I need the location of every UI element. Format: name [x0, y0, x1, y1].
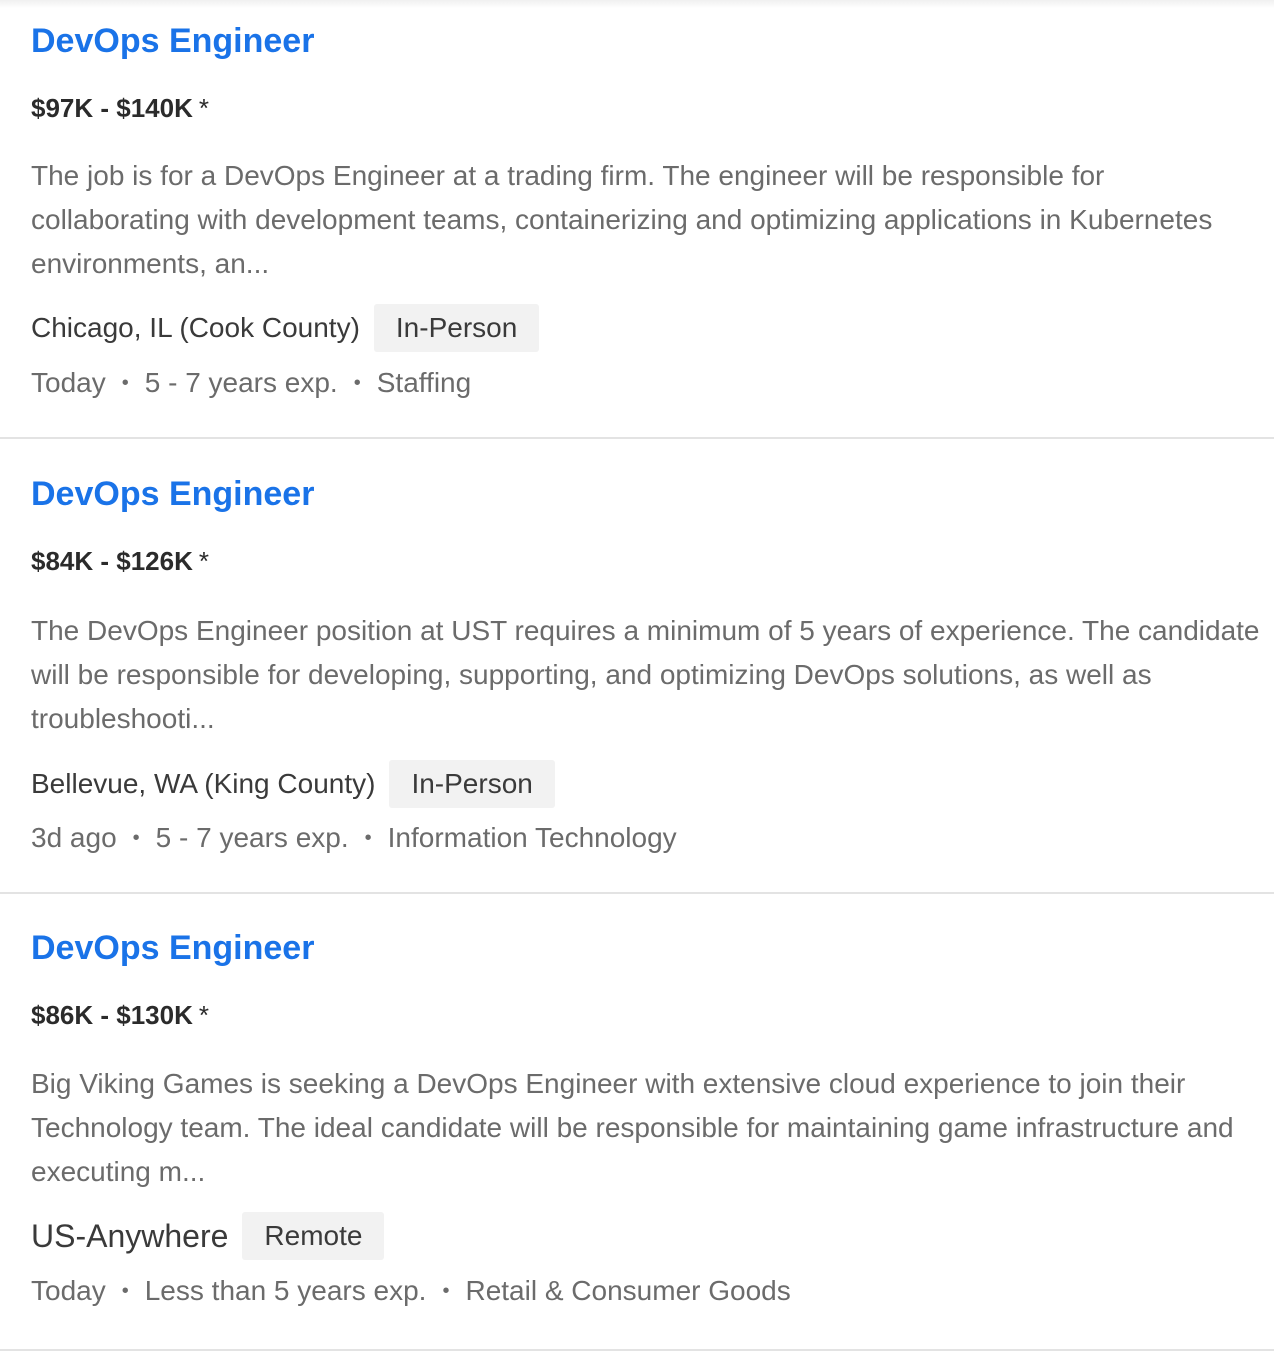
job-meta-row: Today • Less than 5 years exp. • Retail …: [31, 1273, 791, 1309]
work-type-badge: In-Person: [373, 304, 540, 352]
salary-range: $86K - $130K *: [31, 1000, 209, 1030]
job-description: The job is for a DevOps Engineer at a tr…: [31, 160, 1213, 279]
job-location: Chicago, IL (Cook County): [31, 312, 360, 343]
salary-value: $86K - $130K: [31, 1000, 193, 1030]
salary-estimate-mark: *: [198, 1000, 210, 1030]
separator-dot: •: [353, 372, 361, 394]
salary-value: $84K - $126K: [31, 546, 193, 576]
industry: Retail & Consumer Goods: [465, 1275, 791, 1306]
location-row: Chicago, IL (Cook County) In-Person: [31, 304, 540, 352]
job-title-link[interactable]: DevOps Engineer: [31, 929, 315, 967]
salary-estimate-mark: *: [198, 93, 210, 123]
job-card[interactable]: DevOps Engineer $86K - $130K * Big Viking…: [0, 894, 1274, 1351]
separator-dot: •: [121, 372, 129, 394]
top-edge-shadow: [0, 0, 1274, 8]
separator-dot: •: [364, 827, 372, 849]
work-type-badge: Remote: [242, 1212, 385, 1260]
job-card[interactable]: DevOps Engineer $97K - $140K * The job is…: [0, 0, 1274, 439]
salary-range: $97K - $140K *: [31, 93, 209, 123]
location-row: Bellevue, WA (King County) In-Person: [31, 760, 555, 808]
job-meta-row: Today • 5 - 7 years exp. • Staffing: [31, 365, 471, 401]
job-title-link[interactable]: DevOps Engineer: [31, 22, 315, 60]
job-title-link[interactable]: DevOps Engineer: [31, 475, 315, 513]
job-location: US-Anywhere: [31, 1217, 229, 1254]
separator-dot: •: [121, 1280, 129, 1302]
salary-range: $84K - $126K *: [31, 546, 209, 576]
job-location: Bellevue, WA (King County): [31, 768, 376, 799]
posted-date: Today: [31, 1275, 106, 1306]
separator-dot: •: [132, 827, 140, 849]
experience-level: Less than 5 years exp.: [144, 1275, 427, 1306]
posted-date: 3d ago: [31, 822, 117, 853]
job-description: Big Viking Games is seeking a DevOps Eng…: [31, 1068, 1234, 1187]
experience-level: 5 - 7 years exp.: [144, 367, 338, 398]
job-description: The DevOps Engineer position at UST requ…: [31, 615, 1260, 734]
job-meta-row: 3d ago • 5 - 7 years exp. • Information …: [31, 820, 677, 856]
job-card[interactable]: DevOps Engineer $84K - $126K * The DevOps…: [0, 439, 1274, 894]
salary-estimate-mark: *: [198, 546, 210, 576]
experience-level: 5 - 7 years exp.: [155, 822, 349, 853]
location-row: US-Anywhere Remote: [31, 1212, 385, 1260]
industry: Staffing: [376, 367, 472, 398]
separator-dot: •: [442, 1280, 450, 1302]
salary-value: $97K - $140K: [31, 93, 193, 123]
posted-date: Today: [31, 367, 106, 398]
work-type-badge: In-Person: [389, 760, 555, 808]
industry: Information Technology: [387, 822, 677, 853]
